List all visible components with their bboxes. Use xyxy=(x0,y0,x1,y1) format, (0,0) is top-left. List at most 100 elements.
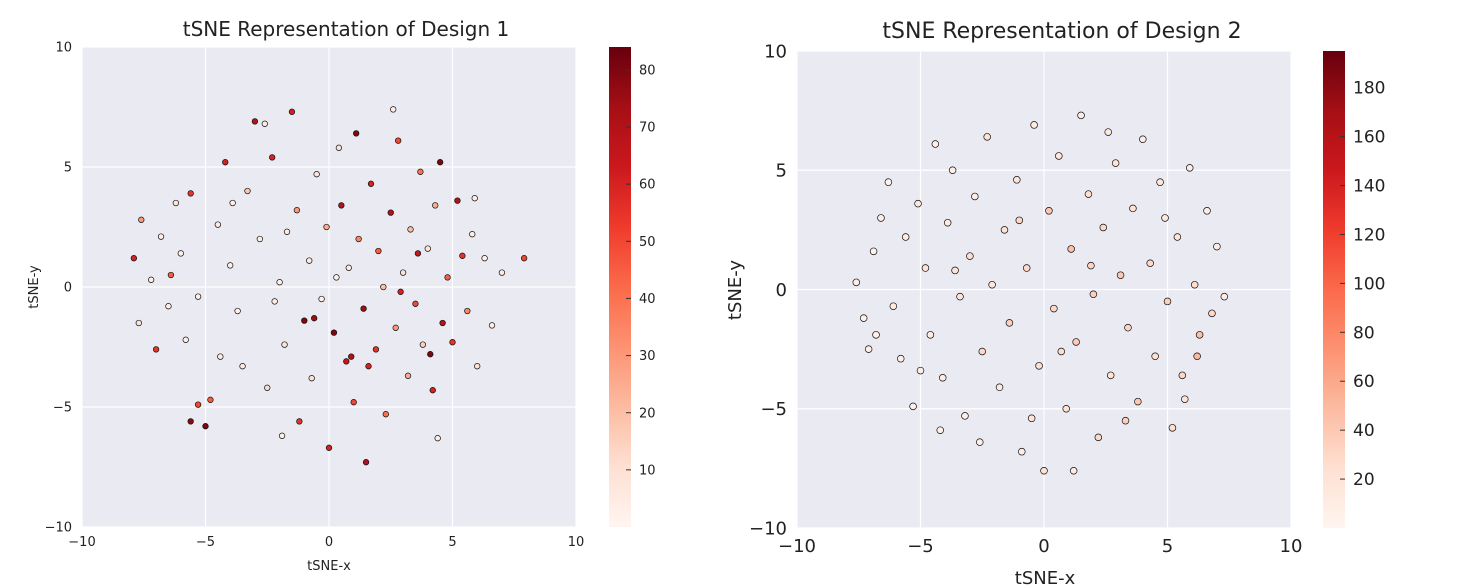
scatter-point xyxy=(207,396,214,403)
scatter-point xyxy=(194,401,202,408)
scatter-point xyxy=(439,319,446,327)
scatter-point xyxy=(404,372,412,379)
chart-1-points xyxy=(130,106,528,466)
chart-2-colorbar-ticks: 20 40 60 80 100 120 140 160 180 xyxy=(1340,79,1385,490)
scatter-point xyxy=(961,412,969,420)
y-tick-label: −10 xyxy=(749,518,787,539)
scatter-point xyxy=(1013,176,1021,184)
scatter-point xyxy=(335,144,343,151)
scatter-point xyxy=(921,264,930,272)
scatter-point xyxy=(427,351,434,358)
scatter-point xyxy=(229,199,236,207)
chart-2-x-ticks: −10 −5 0 5 10 xyxy=(778,536,1302,557)
scatter-point xyxy=(901,233,910,241)
scatter-point xyxy=(852,278,861,287)
scatter-point xyxy=(397,288,404,295)
x-tick-label: 10 xyxy=(568,535,585,550)
colorbar-tick-label: 180 xyxy=(1353,79,1385,99)
scatter-point xyxy=(1185,164,1194,172)
scatter-point xyxy=(869,247,878,256)
colorbar-tick-label: 10 xyxy=(639,463,656,478)
scatter-point xyxy=(1106,371,1115,380)
scatter-point xyxy=(1035,362,1043,370)
chart-design-2: tSNE Representation of Design 2 −10 −5 0 5 1… xyxy=(725,19,1385,588)
chart-2-grid xyxy=(796,50,1292,529)
scatter-point xyxy=(244,187,251,195)
scatter-point xyxy=(399,269,407,276)
scatter-point xyxy=(296,418,303,425)
scatter-point xyxy=(1018,447,1026,456)
scatter-point xyxy=(1124,323,1132,332)
colorbar-tick-label: 80 xyxy=(1353,323,1375,343)
scatter-point xyxy=(392,324,399,331)
scatter-point xyxy=(437,159,444,166)
x-tick-label: −5 xyxy=(196,535,215,550)
scatter-point xyxy=(269,154,276,161)
scatter-point xyxy=(976,438,984,446)
scatter-point xyxy=(454,197,461,204)
scatter-point xyxy=(1151,352,1159,361)
scatter-point xyxy=(348,353,355,360)
chart-1-grid xyxy=(81,46,577,528)
y-tick-label: 10 xyxy=(55,41,72,56)
x-tick-label: 5 xyxy=(1162,536,1173,557)
scatter-point xyxy=(308,375,315,382)
scatter-point xyxy=(1129,204,1137,213)
scatter-point xyxy=(889,302,898,310)
chart-2-y-axis-label: tSNE-y xyxy=(725,260,746,321)
scatter-point xyxy=(362,459,370,466)
chart-1-y-axis-label: tSNE-y xyxy=(27,265,42,309)
scatter-point xyxy=(1139,135,1147,143)
scatter-point xyxy=(459,252,466,259)
scatter-point xyxy=(481,255,488,262)
scatter-point xyxy=(1213,242,1221,251)
scatter-point xyxy=(474,363,481,370)
scatter-point xyxy=(449,339,456,346)
colorbar-tick-label: 80 xyxy=(639,63,656,78)
scatter-point xyxy=(1067,245,1075,253)
scatter-point xyxy=(943,218,952,227)
chart-design-1: tSNE Representation of Design 1 −10 −5 0 5 1… xyxy=(27,17,656,574)
x-tick-label: 10 xyxy=(1280,536,1303,557)
scatter-point xyxy=(471,195,478,202)
scatter-point xyxy=(1163,297,1172,306)
scatter-point xyxy=(966,252,974,260)
scatter-point xyxy=(1121,416,1130,425)
scatter-point xyxy=(1111,159,1120,167)
scatter-point xyxy=(1190,280,1199,289)
scatter-point xyxy=(283,228,291,235)
scatter-point xyxy=(1094,433,1103,442)
scatter-point xyxy=(1005,319,1014,327)
scatter-point xyxy=(311,315,318,322)
scatter-point xyxy=(407,226,414,233)
chart-2-title: tSNE Representation of Design 2 xyxy=(882,19,1241,44)
scatter-point xyxy=(1208,309,1216,318)
scatter-point xyxy=(177,250,184,257)
scatter-point xyxy=(432,202,439,209)
scatter-point xyxy=(951,266,959,275)
scatter-point xyxy=(365,363,372,370)
scatter-point xyxy=(306,257,313,264)
scatter-point xyxy=(1015,216,1024,225)
y-tick-label: −5 xyxy=(760,399,787,420)
scatter-point xyxy=(909,402,917,411)
scatter-point xyxy=(983,133,991,141)
y-tick-label: 10 xyxy=(764,41,787,62)
scatter-point xyxy=(498,269,506,276)
scatter-point xyxy=(375,247,382,255)
colorbar-tick-label: 140 xyxy=(1353,176,1385,196)
y-tick-label: 5 xyxy=(64,161,72,176)
scatter-point xyxy=(1203,207,1211,215)
scatter-point xyxy=(234,307,241,315)
scatter-point xyxy=(353,130,360,137)
scatter-point xyxy=(1156,178,1164,186)
scatter-point xyxy=(387,209,394,216)
scatter-point xyxy=(859,314,868,322)
scatter-point xyxy=(1000,226,1009,234)
scatter-point xyxy=(187,190,194,197)
scatter-point xyxy=(488,322,496,329)
y-tick-label: 5 xyxy=(776,161,787,182)
scatter-point xyxy=(926,331,935,339)
scatter-point xyxy=(896,354,905,363)
colorbar-tick-label: 20 xyxy=(1353,470,1375,490)
